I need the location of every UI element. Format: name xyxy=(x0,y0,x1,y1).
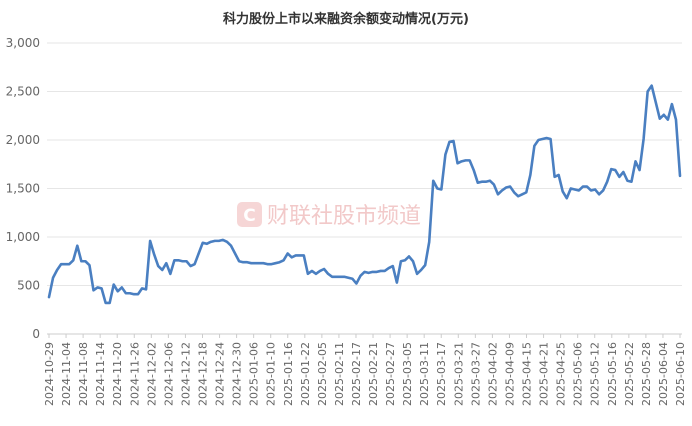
watermark-logo xyxy=(237,202,262,227)
x-tick-label: 2025-01-22 xyxy=(299,342,312,406)
x-tick-label: 2025-05-28 xyxy=(640,342,653,406)
x-tick-label: 2025-03-21 xyxy=(452,342,465,406)
y-tick-label: 3,000 xyxy=(6,36,40,50)
x-tick-label: 2025-05-06 xyxy=(572,342,585,406)
x-tick-label: 2024-10-29 xyxy=(43,342,56,406)
x-tick-label: 2024-11-26 xyxy=(128,342,141,406)
x-tick-label: 2025-01-10 xyxy=(265,342,278,406)
x-tick-label: 2025-04-02 xyxy=(486,342,499,406)
x-tick-label: 2024-12-02 xyxy=(145,342,158,406)
x-axis-ticks: 2024-10-29 2024-11-04 2024-11-08 2024-11-14… xyxy=(43,334,687,406)
x-tick-label: 2025-05-22 xyxy=(623,342,636,406)
x-tick-label: 2025-04-15 xyxy=(521,342,534,406)
y-tick-label: 2,500 xyxy=(6,85,40,99)
x-tick-label: 2024-12-18 xyxy=(196,342,209,406)
x-tick-label: 2025-06-10 xyxy=(674,342,687,406)
x-tick-label: 2024-11-20 xyxy=(111,342,124,406)
x-tick-label: 2025-02-21 xyxy=(367,342,380,406)
x-tick-label: 2024-11-08 xyxy=(77,342,90,406)
x-tick-label: 2025-02-11 xyxy=(333,342,346,406)
y-tick-label: 500 xyxy=(17,279,40,293)
y-tick-label: 1,500 xyxy=(6,182,40,196)
x-tick-label: 2024-12-12 xyxy=(179,342,192,406)
x-tick-label: 2025-02-05 xyxy=(316,342,329,406)
x-tick-label: 2025-03-17 xyxy=(435,342,448,406)
y-tick-label: 2,000 xyxy=(6,133,40,147)
x-tick-label: 2024-12-24 xyxy=(214,342,227,406)
chart-title: 科力股份上市以来融资余额变动情况(万元) xyxy=(223,11,469,27)
y-tick-label: 1,000 xyxy=(6,230,40,244)
watermark-text: 财联社股市频道 xyxy=(267,204,421,229)
watermark: C 财联社股市频道 xyxy=(237,202,421,229)
x-tick-label: 2025-03-27 xyxy=(469,342,482,406)
x-tick-label: 2025-01-06 xyxy=(248,342,261,406)
y-tick-label: 0 xyxy=(32,327,40,341)
x-tick-label: 2025-06-04 xyxy=(657,342,670,406)
x-tick-label: 2024-11-14 xyxy=(94,342,107,406)
y-axis-ticks: 0 500 1,000 1,500 2,000 2,500 3,000 xyxy=(6,36,40,341)
watermark-logo-letter: C xyxy=(243,206,255,226)
grid xyxy=(47,42,682,286)
x-tick-label: 2025-04-21 xyxy=(538,342,551,406)
x-tick-label: 2024-12-30 xyxy=(231,342,244,406)
x-tick-label: 2025-05-16 xyxy=(606,342,619,406)
x-tick-label: 2025-02-27 xyxy=(384,342,397,406)
x-tick-label: 2025-03-05 xyxy=(401,342,414,406)
x-tick-label: 2025-02-17 xyxy=(350,342,363,406)
x-tick-label: 2024-11-04 xyxy=(60,342,73,406)
x-tick-label: 2025-01-16 xyxy=(282,342,295,406)
series-line xyxy=(47,84,682,305)
x-tick-label: 2025-04-25 xyxy=(555,342,568,406)
x-tick-label: 2025-03-11 xyxy=(418,342,431,406)
x-tick-label: 2025-04-09 xyxy=(503,342,516,406)
x-tick-label: 2025-05-12 xyxy=(589,342,602,406)
x-tick-label: 2024-12-06 xyxy=(162,342,175,406)
